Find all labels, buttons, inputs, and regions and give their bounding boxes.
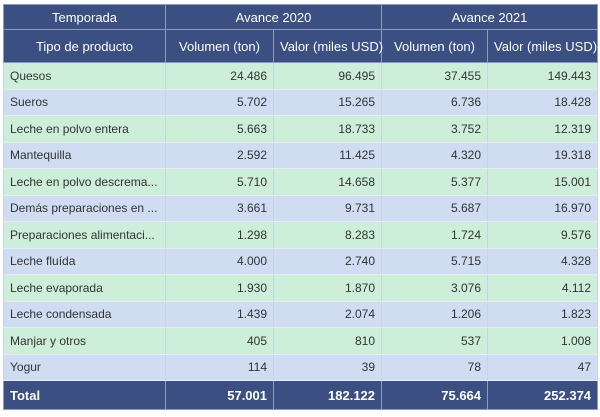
volume-2020-cell: 4.000 xyxy=(165,248,274,275)
value-2020-cell: 18.733 xyxy=(272,115,383,143)
volume-2020-cell: 5.663 xyxy=(165,115,274,143)
volume-2021-cell: 5.377 xyxy=(381,168,489,196)
volume-2020-cell: 2.592 xyxy=(165,142,274,169)
product-type-header[interactable]: Tipo de producto xyxy=(3,29,166,63)
volume-2020-cell: 405 xyxy=(165,327,274,355)
value-2020-cell: 8.283 xyxy=(272,221,383,249)
table-row[interactable]: Leche condensada 1.439 2.074 1.206 1.823 xyxy=(3,301,599,328)
value-2021-cell: 19.318 xyxy=(487,142,599,169)
table-row[interactable]: Leche en polvo descrema... 5.710 14.658 … xyxy=(3,168,599,196)
value-2020-cell: 15.265 xyxy=(272,89,383,116)
table-row[interactable]: Sueros 5.702 15.265 6.736 18.428 xyxy=(3,89,599,116)
value-2020-cell: 14.658 xyxy=(272,168,383,196)
value-2020-cell: 2.074 xyxy=(272,301,383,328)
value-2021-cell: 47 xyxy=(487,354,599,381)
total-row: Total 57.001 182.122 75.664 252.374 xyxy=(3,380,599,410)
volume-2021-cell: 537 xyxy=(381,327,489,355)
product-cell: Preparaciones alimentaci... xyxy=(3,221,166,249)
season-2021-header[interactable]: Avance 2021 xyxy=(381,4,599,30)
volume-2020-cell: 24.486 xyxy=(165,62,274,90)
value-2020-cell: 1.870 xyxy=(272,274,383,302)
season-header-row: Temporada Avance 2020 Avance 2021 xyxy=(3,4,599,30)
value-2021-cell: 1.008 xyxy=(487,327,599,355)
volume-2021-cell: 3.076 xyxy=(381,274,489,302)
column-header-row: Tipo de producto Volumen (ton) Valor (mi… xyxy=(3,29,599,63)
product-cell: Demás preparaciones en ... xyxy=(3,195,166,222)
export-table-container: Temporada Avance 2020 Avance 2021 Tipo d… xyxy=(3,4,599,410)
table-row[interactable]: Quesos 24.486 96.495 37.455 149.443 xyxy=(3,62,599,90)
product-cell: Leche en polvo descrema... xyxy=(3,168,166,196)
table-row[interactable]: Demás preparaciones en ... 3.661 9.731 5… xyxy=(3,195,599,222)
table-row[interactable]: Yogur 114 39 78 47 xyxy=(3,354,599,381)
volume-2021-cell: 1.724 xyxy=(381,221,489,249)
value-2021-cell: 12.319 xyxy=(487,115,599,143)
table-row[interactable]: Mantequilla 2.592 11.425 4.320 19.318 xyxy=(3,142,599,169)
temporada-header[interactable]: Temporada xyxy=(3,4,166,30)
total-label: Total xyxy=(3,380,166,410)
value-2021-cell: 18.428 xyxy=(487,89,599,116)
total-volume-2020: 57.001 xyxy=(165,380,274,410)
total-value-2021: 252.374 xyxy=(487,380,599,410)
volume-2020-cell: 3.661 xyxy=(165,195,274,222)
value-2021-cell: 4.328 xyxy=(487,248,599,275)
volume-2021-cell: 78 xyxy=(381,354,489,381)
table-row[interactable]: Leche fluída 4.000 2.740 5.715 4.328 xyxy=(3,248,599,275)
value-2020-cell: 810 xyxy=(272,327,383,355)
product-cell: Leche evaporada xyxy=(3,274,166,302)
volume-2020-cell: 1.930 xyxy=(165,274,274,302)
value-2021-cell: 15.001 xyxy=(487,168,599,196)
product-cell: Leche en polvo entera xyxy=(3,115,166,143)
volume-2021-cell: 6.736 xyxy=(381,89,489,116)
volume-2021-cell: 37.455 xyxy=(381,62,489,90)
value-2020-header[interactable]: Valor (miles USD) xyxy=(272,29,383,63)
product-cell: Yogur xyxy=(3,354,166,381)
table-row[interactable]: Leche en polvo entera 5.663 18.733 3.752… xyxy=(3,115,599,143)
value-2020-cell: 11.425 xyxy=(272,142,383,169)
value-2020-cell: 9.731 xyxy=(272,195,383,222)
volume-2021-cell: 4.320 xyxy=(381,142,489,169)
value-2020-cell: 2.740 xyxy=(272,248,383,275)
volume-2021-cell: 1.206 xyxy=(381,301,489,328)
volume-2020-cell: 1.439 xyxy=(165,301,274,328)
product-cell: Quesos xyxy=(3,62,166,90)
value-2020-cell: 96.495 xyxy=(272,62,383,90)
table-row[interactable]: Leche evaporada 1.930 1.870 3.076 4.112 xyxy=(3,274,599,302)
total-value-2020: 182.122 xyxy=(272,380,383,410)
product-cell: Leche fluída xyxy=(3,248,166,275)
volume-2021-cell: 5.687 xyxy=(381,195,489,222)
volume-2020-cell: 114 xyxy=(165,354,274,381)
table-row[interactable]: Manjar y otros 405 810 537 1.008 xyxy=(3,327,599,355)
volume-2020-header[interactable]: Volumen (ton) xyxy=(165,29,274,63)
volume-2021-cell: 5.715 xyxy=(381,248,489,275)
dairy-exports-table: Temporada Avance 2020 Avance 2021 Tipo d… xyxy=(3,4,599,410)
volume-2020-cell: 5.710 xyxy=(165,168,274,196)
volume-2021-header[interactable]: Volumen (ton) xyxy=(381,29,489,63)
value-2021-cell: 1.823 xyxy=(487,301,599,328)
volume-2021-cell: 3.752 xyxy=(381,115,489,143)
product-cell: Leche condensada xyxy=(3,301,166,328)
value-2021-cell: 4.112 xyxy=(487,274,599,302)
value-2021-header[interactable]: Valor (miles USD) xyxy=(487,29,599,63)
total-volume-2021: 75.664 xyxy=(381,380,489,410)
product-cell: Manjar y otros xyxy=(3,327,166,355)
table-row[interactable]: Preparaciones alimentaci... 1.298 8.283 … xyxy=(3,221,599,249)
product-cell: Mantequilla xyxy=(3,142,166,169)
value-2021-cell: 16.970 xyxy=(487,195,599,222)
value-2020-cell: 39 xyxy=(272,354,383,381)
volume-2020-cell: 1.298 xyxy=(165,221,274,249)
value-2021-cell: 9.576 xyxy=(487,221,599,249)
product-cell: Sueros xyxy=(3,89,166,116)
value-2021-cell: 149.443 xyxy=(487,62,599,90)
volume-2020-cell: 5.702 xyxy=(165,89,274,116)
season-2020-header[interactable]: Avance 2020 xyxy=(164,4,383,30)
